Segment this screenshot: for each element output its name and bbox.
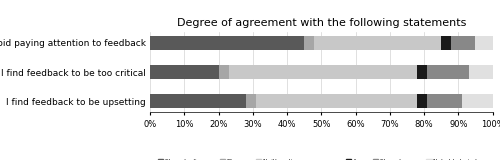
- Bar: [229, 65, 417, 79]
- Bar: [468, 65, 492, 79]
- Bar: [417, 94, 428, 108]
- Bar: [150, 65, 218, 79]
- Bar: [218, 65, 229, 79]
- Bar: [256, 94, 417, 108]
- Bar: [476, 36, 492, 50]
- Bar: [462, 94, 492, 108]
- Bar: [150, 36, 304, 50]
- Bar: [246, 94, 256, 108]
- Bar: [304, 36, 314, 50]
- Title: Degree of agreement with the following statements: Degree of agreement with the following s…: [176, 18, 466, 28]
- Bar: [150, 94, 246, 108]
- Bar: [428, 94, 462, 108]
- Bar: [441, 36, 452, 50]
- Bar: [428, 65, 469, 79]
- Bar: [417, 65, 428, 79]
- Bar: [314, 36, 441, 50]
- Bar: [452, 36, 475, 50]
- Legend: Strongly disagree, Disagree, Neither disagree nor agree, Agree, Strongly agree, : Strongly disagree, Disagree, Neither dis…: [158, 159, 484, 160]
